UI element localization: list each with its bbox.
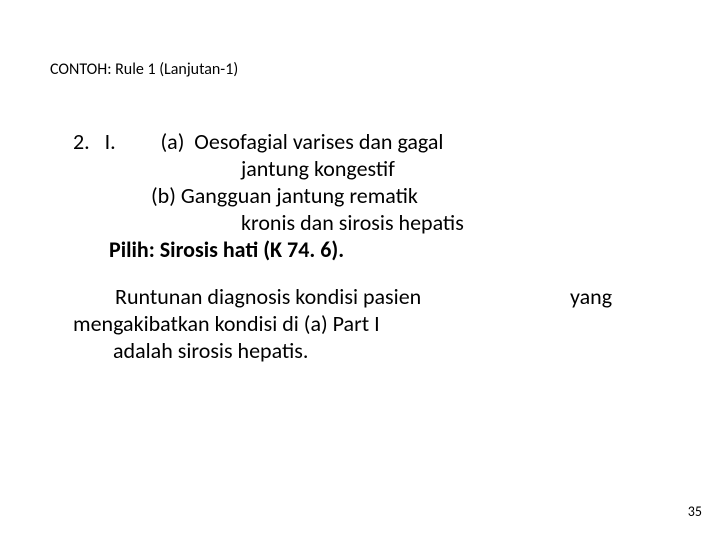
para2-left: Runtunan diagnosis kondisi pasien — [73, 283, 570, 310]
paragraph-2-line-3: adalah sirosis hepatis. — [73, 337, 653, 364]
paragraph-2-line-1: Runtunan diagnosis kondisi pasienyang — [73, 283, 653, 310]
list-number-prefix: 2. I. — [73, 128, 160, 155]
item-2-line-1: 2. I. (a) Oesofagial varises dan gagal — [73, 128, 653, 155]
item-b-continuation: kronis dan sirosis hepatis — [73, 209, 653, 236]
item-a-text: (a) Oesofagial varises dan gagal — [160, 128, 443, 155]
slide-title: CONTOH: Rule 1 (Lanjutan-1) — [50, 60, 238, 79]
item-a-continuation: jantung kongestif — [73, 155, 653, 182]
item-b-text: (b) Gangguan jantung rematik — [73, 182, 653, 209]
para2-right: yang — [570, 283, 612, 310]
slide: CONTOH: Rule 1 (Lanjutan-1) 2. I. (a) Oe… — [0, 0, 720, 540]
spacer — [73, 263, 653, 283]
paragraph-2-line-2: mengakibatkan kondisi di (a) Part I — [73, 310, 653, 337]
slide-body: 2. I. (a) Oesofagial varises dan gagal j… — [73, 128, 653, 364]
page-number: 35 — [688, 503, 702, 520]
pilih-line: Pilih: Sirosis hati (K 74. 6). — [73, 236, 653, 263]
